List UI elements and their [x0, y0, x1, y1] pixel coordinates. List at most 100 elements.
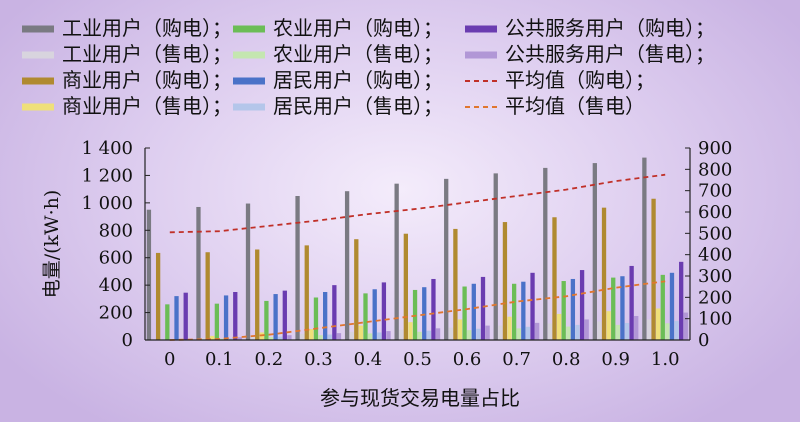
bar [165, 304, 170, 340]
bar [601, 207, 607, 340]
bar [660, 274, 665, 340]
bar [476, 328, 481, 340]
x-tick-label: 0.5 [403, 349, 432, 370]
bar [656, 308, 661, 340]
legend-label: 工业用户（售电）； [62, 42, 232, 66]
bar [665, 323, 670, 340]
y-tick-label: 600 [99, 248, 133, 269]
bar [584, 319, 589, 340]
bar [543, 167, 548, 340]
bar [300, 333, 305, 340]
bar [174, 296, 179, 340]
legend-label: 平均值（购电）； [505, 68, 655, 92]
legend-label: 农业用户（售电）； [273, 42, 443, 66]
bar [485, 325, 490, 340]
bar [642, 157, 647, 340]
bar [646, 319, 652, 340]
legend-item: 农业用户（售电）； [233, 42, 443, 66]
bar [363, 293, 368, 340]
bar [354, 239, 359, 340]
bar [245, 203, 251, 340]
legend-label: 农业用户（购电）； [273, 16, 443, 40]
x-tick-label: 0.9 [601, 349, 630, 370]
legend-label: 公共服务用户（售电）； [505, 42, 715, 66]
bar [534, 322, 540, 340]
bar [323, 292, 328, 340]
legend-item: 工业用户（购电）； [22, 16, 232, 40]
x-tick-label: 0.3 [304, 349, 333, 370]
legend-item: 公共服务用户（售电）； [465, 42, 715, 66]
legend-item: 公共服务用户（购电）； [465, 16, 715, 40]
y-tick-label: 400 [99, 275, 133, 296]
bar [444, 178, 449, 340]
bar [462, 286, 467, 340]
bar [358, 325, 364, 340]
bar [597, 321, 602, 340]
y2-tick-label: 800 [698, 159, 732, 180]
bar [408, 322, 413, 340]
bar [467, 330, 472, 340]
y2-tick-label: 500 [698, 223, 732, 244]
bar [592, 163, 597, 340]
legend-item: 工业用户（售电）； [22, 42, 232, 66]
bar [233, 292, 238, 340]
bar [344, 191, 350, 340]
bar [273, 294, 278, 340]
bar [336, 333, 342, 340]
y2-tick-label: 200 [698, 287, 732, 308]
x-tick-label: 0.6 [453, 349, 482, 370]
series-line [169, 280, 666, 341]
x-tick-label: 0 [164, 349, 175, 370]
y-tick-label: 0 [122, 330, 133, 351]
bar [381, 282, 387, 340]
legend-item: 商业用户（购电）； [22, 68, 232, 92]
y2-tick-label: 300 [698, 266, 732, 287]
bar [448, 327, 453, 340]
legend-label: 公共服务用户（购电）； [505, 16, 715, 40]
legend-label: 工业用户（购电）； [62, 16, 232, 40]
bar [367, 333, 373, 340]
y-tick-label: 200 [99, 303, 133, 324]
bar [282, 290, 287, 340]
y2-tick-label: 0 [698, 330, 709, 351]
bar [453, 228, 458, 340]
bar [327, 334, 332, 340]
x-tick-label: 0.4 [354, 349, 383, 370]
bar [268, 336, 274, 340]
bar [214, 303, 220, 340]
bar [372, 289, 377, 340]
bar [417, 331, 422, 340]
bar [561, 281, 566, 340]
y2-tick-label: 600 [698, 202, 732, 223]
x-axis-label: 参与现货交易电量占比 [320, 386, 520, 410]
y-tick-label: 1 000 [81, 193, 133, 214]
bar [237, 337, 243, 340]
legend-item: 商业用户（售电）； [22, 94, 232, 118]
bar [457, 319, 463, 340]
y-tick-label: 1 400 [81, 138, 133, 159]
bar [200, 337, 206, 340]
legend-item: 农业用户（购电）； [233, 16, 443, 40]
bar [332, 285, 337, 340]
bar [426, 330, 431, 340]
bar [620, 276, 625, 340]
bar [223, 295, 229, 340]
bar [278, 336, 283, 340]
x-tick-label: 0.8 [552, 349, 581, 370]
bar [304, 245, 309, 340]
legend-label: 商业用户（售电）； [62, 94, 232, 118]
bar [422, 287, 427, 340]
bar [394, 183, 399, 340]
bar [674, 321, 679, 340]
legend-item: 居民用户（售电）； [233, 94, 443, 118]
bar [516, 328, 521, 340]
x-tick-label: 1.0 [651, 349, 680, 370]
bar [530, 272, 535, 340]
bar [570, 278, 576, 340]
bar [196, 206, 201, 340]
bar [377, 332, 382, 340]
y-tick-label: 1 200 [81, 165, 133, 186]
bar [259, 332, 264, 340]
bar [624, 322, 630, 340]
